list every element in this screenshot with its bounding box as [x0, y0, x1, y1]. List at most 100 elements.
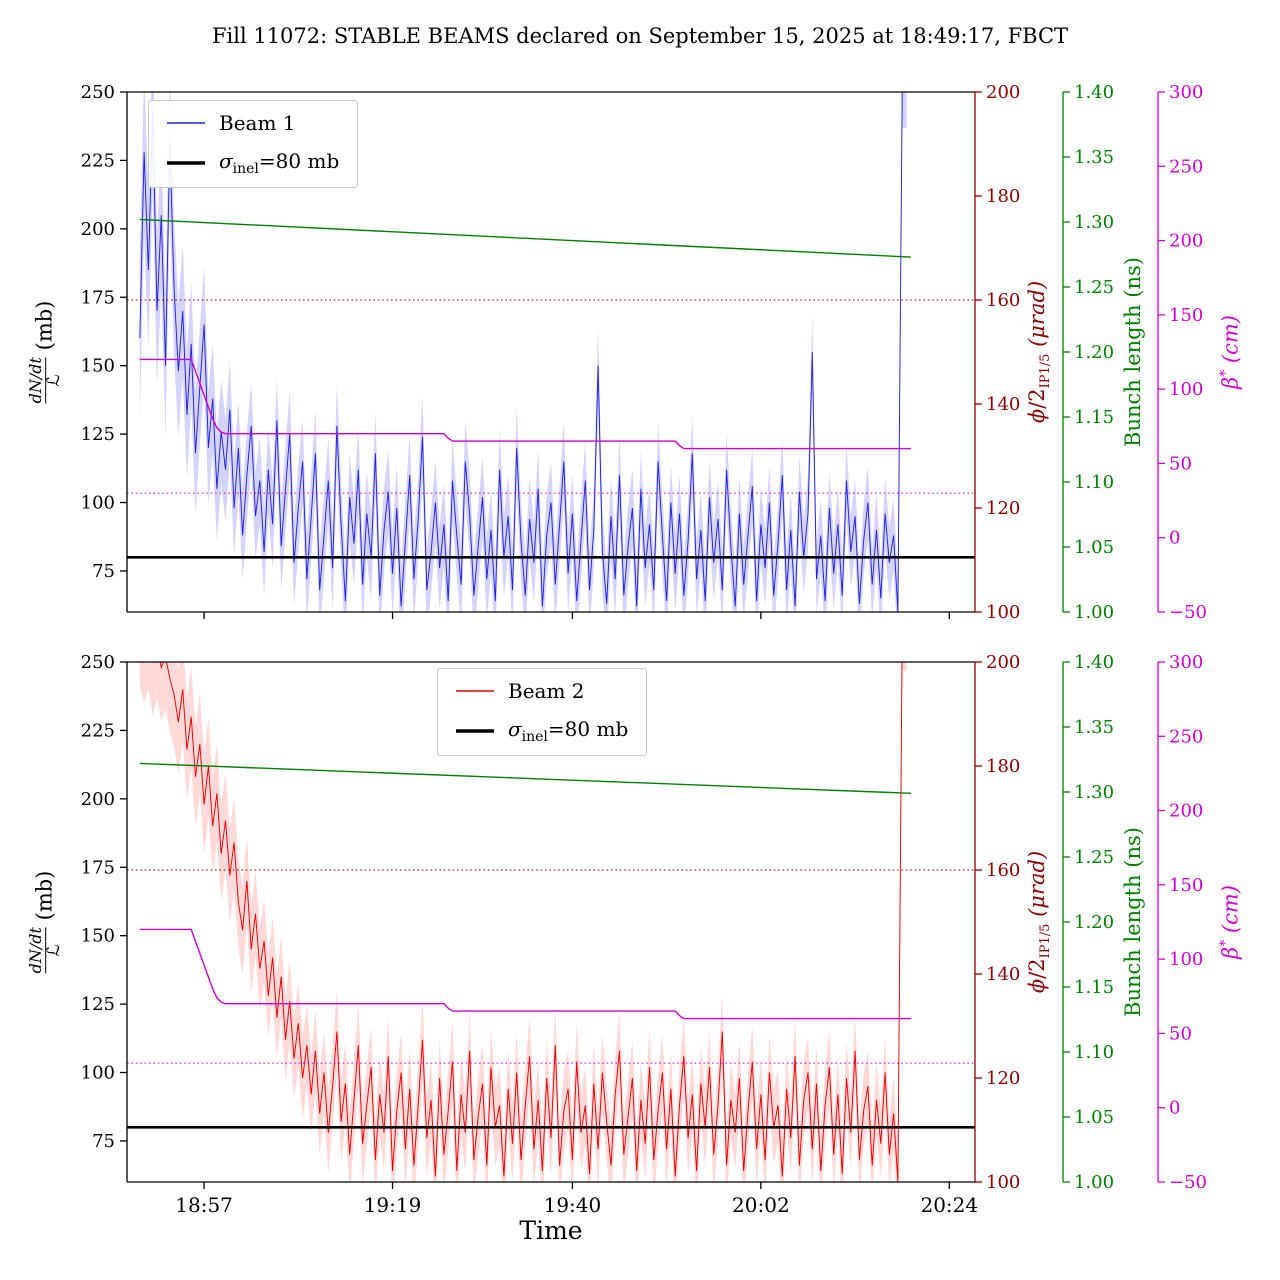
bunch-tick-label: 1.10 [1074, 472, 1114, 493]
beta-tick-label: 300 [1169, 652, 1203, 673]
sigma-line-sample [167, 161, 205, 165]
beta-tick-label: 50 [1169, 1023, 1192, 1044]
beta-tick-label: 150 [1169, 875, 1203, 896]
beta-tick-label: 250 [1169, 726, 1203, 747]
bunch-tick-label: 1.05 [1074, 1107, 1114, 1128]
beam1-plot-area [127, 92, 975, 612]
beta-steps-line [139, 358, 911, 450]
ylabel-beta-bottom: β* (cm) [1217, 885, 1243, 959]
legend-label-beam1: Beam 1 [219, 111, 296, 135]
ylabel-left-bottom: dN/dt ℒ (mb) [26, 870, 64, 974]
beta-tick-label: 50 [1169, 453, 1192, 474]
beta-tick-label: 100 [1169, 949, 1203, 970]
bunch-tick-label: 1.25 [1074, 277, 1114, 298]
x-tick-label: 20:02 [732, 1193, 790, 1217]
legend-item-beam1: Beam 1 [167, 111, 339, 135]
left-tick-label: 200 [81, 219, 115, 240]
left-tick-label: 250 [81, 652, 115, 673]
phi-tick-label: 100 [986, 1172, 1020, 1193]
x-tick-label: 20:24 [920, 1193, 978, 1217]
beta-tick-label: 0 [1169, 528, 1180, 549]
legend-label-beam2: Beam 2 [508, 679, 585, 703]
left-tick-label: 250 [81, 82, 115, 103]
x-tick-label: 19:40 [544, 1193, 602, 1217]
ylabel-bunch-top: Bunch length (ns) [1121, 257, 1145, 447]
ylabel-left-top: dN/dt ℒ (mb) [26, 300, 64, 404]
legend-label-sigma: σinel=80 mb [219, 149, 340, 177]
legend-item-sigma: σinel=80 mb [167, 149, 339, 177]
beta-tick-label: 100 [1169, 379, 1203, 400]
left-tick-label: 150 [81, 356, 115, 377]
phi-tick-label: 140 [986, 394, 1020, 415]
bunch-tick-label: 1.40 [1074, 82, 1114, 103]
legend-beam2: Beam 2 σinel=80 mb [437, 668, 648, 756]
beta-tick-label: 250 [1169, 156, 1203, 177]
legend-label-sigma: σinel=80 mb [508, 717, 629, 745]
bunch-tick-label: 1.00 [1074, 1172, 1114, 1193]
dndt-over-lumi-fraction: dN/dt ℒ [26, 357, 64, 404]
legend-item-beam2: Beam 2 [456, 679, 628, 703]
left-tick-label: 125 [81, 424, 115, 445]
beta-steps-line [139, 928, 911, 1020]
bunch-tick-label: 1.15 [1074, 407, 1114, 428]
phi-tick-label: 120 [986, 1068, 1020, 1089]
x-tick-label: 18:57 [175, 1193, 233, 1217]
left-tick-label: 225 [81, 150, 115, 171]
left-tick-label: 225 [81, 720, 115, 741]
phi-tick-label: 120 [986, 498, 1020, 519]
bunch-length-line [139, 762, 911, 794]
beta-tick-label: −50 [1169, 602, 1207, 623]
left-tick-label: 125 [81, 994, 115, 1015]
bunch-tick-label: 1.40 [1074, 652, 1114, 673]
phi-tick-label: 180 [986, 756, 1020, 777]
left-tick-label: 75 [92, 561, 115, 582]
left-tick-label: 100 [81, 493, 115, 514]
bunch-tick-label: 1.15 [1074, 977, 1114, 998]
bunch-tick-label: 1.30 [1074, 212, 1114, 233]
left-tick-label: 150 [81, 926, 115, 947]
bunch-tick-label: 1.20 [1074, 342, 1114, 363]
ylabel-phi-bottom: ϕ/2IP1/5 (μrad) [1024, 850, 1054, 994]
bunch-tick-label: 1.20 [1074, 912, 1114, 933]
left-tick-label: 75 [92, 1131, 115, 1152]
bunch-length-line [139, 218, 911, 258]
ylabel-beta-top: β* (cm) [1217, 315, 1243, 389]
phi-tick-label: 200 [986, 82, 1020, 103]
bunch-tick-label: 1.30 [1074, 782, 1114, 803]
ylabel-phi-top: ϕ/2IP1/5 (μrad) [1024, 280, 1054, 424]
phi-tick-label: 100 [986, 602, 1020, 623]
beta-tick-label: 300 [1169, 82, 1203, 103]
beam1-line [139, 92, 907, 612]
phi-tick-label: 160 [986, 290, 1020, 311]
sigma-line-sample [456, 729, 494, 733]
beta-tick-label: 200 [1169, 231, 1203, 252]
bunch-tick-label: 1.35 [1074, 147, 1114, 168]
phi-tick-label: 180 [986, 186, 1020, 207]
beam2-line [152, 662, 903, 1182]
beta-tick-label: −50 [1169, 1172, 1207, 1193]
beam2-line-sample [456, 690, 494, 692]
chart-title: Fill 11072: STABLE BEAMS declared on Sep… [211, 24, 1069, 48]
beam1-line-sample [167, 122, 205, 124]
phi-tick-label: 160 [986, 860, 1020, 881]
left-tick-label: 200 [81, 789, 115, 810]
left-tick-label: 175 [81, 287, 115, 308]
legend-beam1: Beam 1 σinel=80 mb [148, 100, 359, 188]
bunch-tick-label: 1.05 [1074, 537, 1114, 558]
xlabel-time: Time [519, 1216, 583, 1245]
left-tick-label: 100 [81, 1063, 115, 1084]
legend-item-sigma: σinel=80 mb [456, 717, 628, 745]
x-tick-label: 19:19 [364, 1193, 422, 1217]
dndt-over-lumi-fraction: dN/dt ℒ [26, 927, 64, 974]
bunch-tick-label: 1.00 [1074, 602, 1114, 623]
beta-tick-label: 150 [1169, 305, 1203, 326]
bunch-tick-label: 1.10 [1074, 1042, 1114, 1063]
beta-tick-label: 200 [1169, 801, 1203, 822]
beta-tick-label: 0 [1169, 1098, 1180, 1119]
phi-tick-label: 200 [986, 652, 1020, 673]
bunch-tick-label: 1.25 [1074, 847, 1114, 868]
beam2-plot-area [127, 662, 975, 1182]
left-tick-label: 175 [81, 857, 115, 878]
